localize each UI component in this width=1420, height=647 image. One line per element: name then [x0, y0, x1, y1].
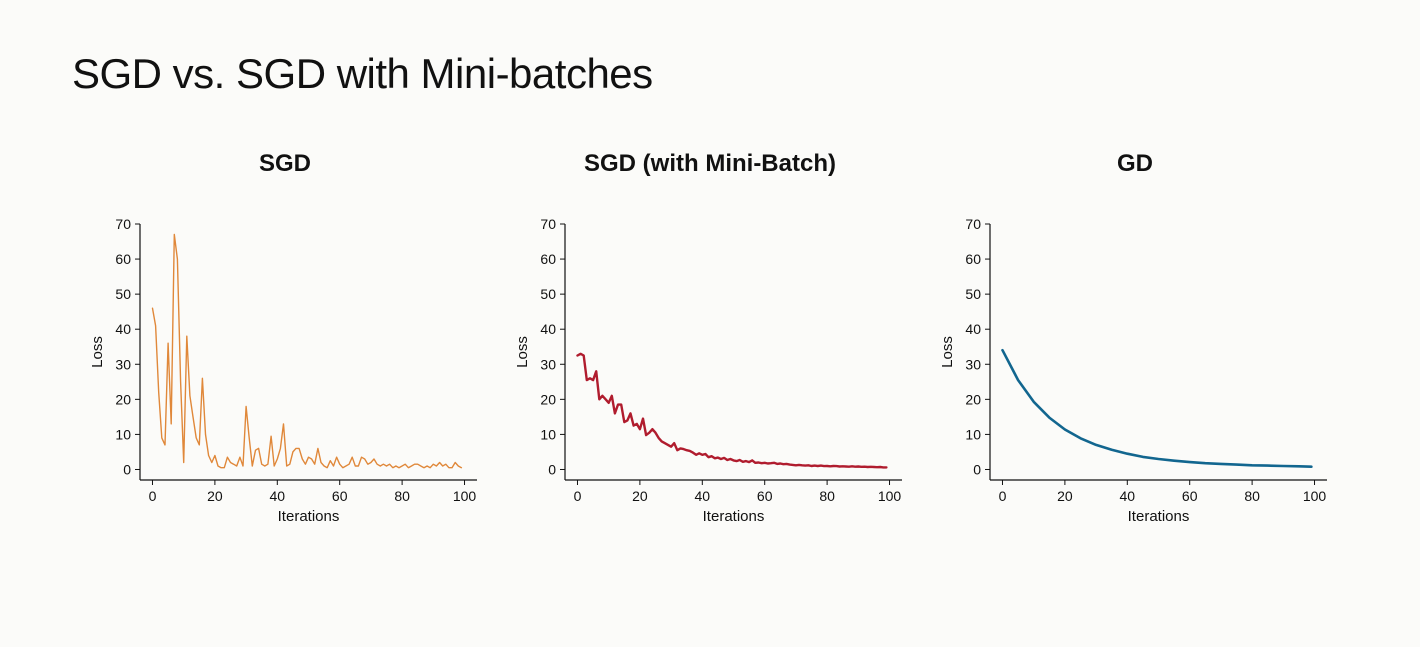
- y-tick-label: 30: [965, 356, 981, 372]
- y-tick-label: 40: [965, 321, 981, 337]
- y-tick-label: 60: [115, 251, 131, 267]
- chart-panel-sgd: SGD 0 10 20 30 40 50 60 70 0 20 40 60 80 100 Iteration…: [65, 140, 505, 540]
- x-tick-label: 40: [695, 488, 711, 504]
- y-tick-label: 70: [115, 216, 131, 232]
- chart-svg: 0 10 20 30 40 50 60 70 0 20 40 60 80 100 Iterations Los…: [89, 216, 477, 525]
- y-tick-label: 20: [540, 391, 556, 407]
- x-tick-label: 60: [757, 488, 773, 504]
- chart-panel-sgd-minibatch: SGD (with Mini-Batch) 0 10 20 30 40 50 60 70 0 20…: [490, 140, 930, 540]
- x-tick-label: 40: [1120, 488, 1136, 504]
- y-tick-label: 10: [965, 426, 981, 442]
- x-tick-label: 60: [332, 488, 348, 504]
- series-line: [151, 233, 463, 469]
- y-tick-label: 50: [115, 286, 131, 302]
- y-tick-label: 50: [965, 286, 981, 302]
- chart-panel-gd: GD 0 10 20 30 40 50 60 70 0 20 40 60 80 100 Iterations…: [915, 140, 1355, 540]
- y-tick-label: 50: [540, 286, 556, 302]
- y-tick-label: 0: [548, 461, 556, 477]
- x-tick-label: 0: [574, 488, 582, 504]
- y-tick-label: 10: [540, 426, 556, 442]
- y-tick-label: 70: [965, 216, 981, 232]
- x-tick-label: 40: [270, 488, 286, 504]
- x-tick-label: 60: [1182, 488, 1198, 504]
- chart-title: SGD: [258, 150, 311, 177]
- x-tick-label: 100: [1303, 488, 1327, 504]
- x-tick-label: 80: [819, 488, 835, 504]
- y-tick-label: 40: [115, 321, 131, 337]
- series-line: [576, 352, 888, 469]
- x-axis-label: Iterations: [278, 508, 340, 525]
- slide-title: SGD vs. SGD with Mini-batches: [72, 50, 653, 97]
- y-tick-label: 0: [973, 461, 981, 477]
- x-axis-label: Iterations: [1128, 508, 1190, 525]
- chart-svg: 0 10 20 30 40 50 60 70 0 20 40 60 80 100 Iterations Los…: [939, 216, 1327, 525]
- x-tick-label: 20: [207, 488, 223, 504]
- y-tick-label: 20: [115, 391, 131, 407]
- chart-title: GD: [1117, 150, 1153, 177]
- x-tick-label: 0: [149, 488, 157, 504]
- series-line: [1001, 348, 1313, 469]
- x-tick-label: 0: [999, 488, 1007, 504]
- x-axis-label: Iterations: [703, 508, 765, 525]
- x-tick-label: 20: [1057, 488, 1073, 504]
- x-tick-label: 80: [1244, 488, 1260, 504]
- chart-title: SGD (with Mini-Batch): [584, 150, 836, 177]
- y-tick-label: 60: [965, 251, 981, 267]
- y-tick-label: 0: [123, 461, 131, 477]
- y-tick-label: 40: [540, 321, 556, 337]
- y-tick-label: 30: [540, 356, 556, 372]
- y-tick-label: 30: [115, 356, 131, 372]
- x-tick-label: 80: [394, 488, 410, 504]
- chart-svg: 0 10 20 30 40 50 60 70 0 20 40 60 80 100 Iterations Los…: [514, 216, 902, 525]
- y-axis-label: Loss: [939, 336, 956, 368]
- y-axis-label: Loss: [514, 336, 531, 368]
- x-tick-label: 100: [453, 488, 477, 504]
- y-tick-label: 70: [540, 216, 556, 232]
- x-tick-label: 100: [878, 488, 902, 504]
- y-axis-label: Loss: [89, 336, 106, 368]
- x-tick-label: 20: [632, 488, 648, 504]
- y-tick-label: 10: [115, 426, 131, 442]
- y-tick-label: 60: [540, 251, 556, 267]
- y-tick-label: 20: [965, 391, 981, 407]
